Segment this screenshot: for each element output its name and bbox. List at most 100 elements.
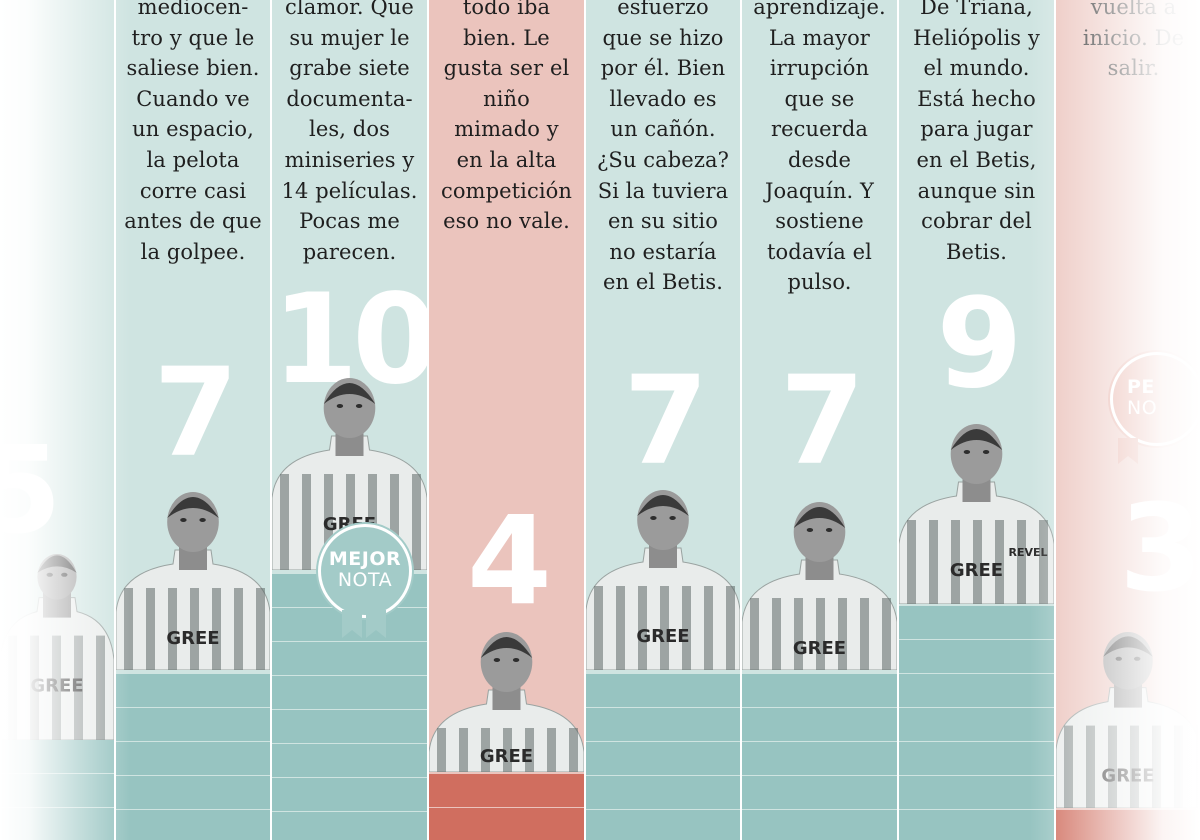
badge-line-1: PE bbox=[1127, 376, 1155, 398]
player-column-0: 5 GREE bbox=[0, 0, 114, 840]
grade-bar-segment bbox=[116, 810, 270, 840]
comment-line: su mujer le bbox=[289, 25, 410, 50]
hair bbox=[167, 497, 219, 518]
grade-bar-segment bbox=[1056, 810, 1200, 840]
grade-bar-segment bbox=[272, 710, 427, 743]
grade-bars bbox=[429, 772, 584, 840]
jersey-sponsor: GREE bbox=[950, 560, 1003, 581]
grade-number: 7 bbox=[623, 350, 709, 492]
jersey-stripe bbox=[280, 474, 289, 570]
grade-bar-segment bbox=[0, 808, 114, 840]
player-photo: GREE bbox=[586, 490, 740, 670]
jersey-stripe bbox=[569, 728, 578, 772]
jersey-stripe bbox=[907, 520, 916, 604]
comment-line: miniseries y bbox=[284, 147, 415, 172]
comment-line: tro y que le bbox=[131, 25, 255, 50]
player-comment: aprendizaje. La mayor irrupción que se recue… bbox=[742, 0, 897, 298]
comment-line: grabe siete bbox=[289, 56, 410, 81]
grade-bar-segment bbox=[116, 742, 270, 775]
jersey-stripe bbox=[212, 588, 221, 670]
jersey-stripe bbox=[1064, 725, 1073, 808]
comment-line: ¿Su cabeza? bbox=[597, 147, 729, 172]
jersey-sponsor: GREE bbox=[30, 676, 83, 697]
comment-line: salir. bbox=[1107, 56, 1160, 81]
comment-line: vuelta a bbox=[1090, 0, 1177, 19]
grade-bars bbox=[586, 672, 740, 840]
comment-line: parecen. bbox=[302, 239, 397, 264]
badge-ribbon bbox=[342, 610, 386, 638]
jersey-stripe bbox=[346, 474, 355, 570]
hair bbox=[950, 429, 1003, 450]
grade-bars bbox=[116, 672, 270, 840]
jersey-stripe bbox=[96, 635, 105, 740]
badge-line-1: MEJOR bbox=[328, 548, 402, 570]
player-column-2: clamor. Que su mujer le grabe siete documen… bbox=[272, 0, 427, 840]
grade-bars bbox=[1056, 808, 1200, 840]
jersey-stripe bbox=[726, 586, 735, 670]
player-column-3: todo iba bien. Le gusta ser el niño mimado y… bbox=[429, 0, 584, 840]
grade-bar-segment bbox=[742, 810, 897, 840]
eye bbox=[355, 404, 363, 408]
comment-line: desde bbox=[787, 147, 852, 172]
comment-line: en la alta bbox=[456, 147, 557, 172]
grade-bar-segment bbox=[899, 776, 1054, 809]
comment-line: Heliópolis y bbox=[913, 25, 1040, 50]
grade-bars bbox=[0, 738, 114, 840]
jersey-stripe bbox=[882, 598, 891, 670]
grade-number: 3 bbox=[1119, 480, 1200, 619]
jersey-stripe bbox=[547, 728, 556, 772]
player-column-4: esfuerzo que se hizo por él. Bien llevado e… bbox=[586, 0, 740, 840]
jersey-stripe bbox=[437, 728, 446, 772]
jersey-stripe bbox=[772, 598, 781, 670]
best-grade-badge: MEJOR NOTA bbox=[318, 524, 412, 618]
grade-bar-segment bbox=[742, 708, 897, 741]
grade-number: 7 bbox=[153, 342, 239, 484]
comment-line: recuerda bbox=[771, 117, 868, 142]
comment-line: De Triana, bbox=[920, 0, 1033, 19]
jersey-stripe bbox=[951, 520, 960, 604]
comment-line: aunque sin bbox=[917, 178, 1036, 203]
eye bbox=[982, 450, 990, 454]
player-comment: De Triana, Heliópolis y el mundo. Está hech… bbox=[899, 0, 1054, 267]
comment-line: no estaría bbox=[609, 239, 717, 264]
grade-bar-segment bbox=[742, 742, 897, 775]
comment-line: Si la tuviera bbox=[597, 178, 729, 203]
jersey-stripe bbox=[660, 586, 669, 670]
comment-line: en su sitio bbox=[608, 209, 718, 234]
grade-bar-segment bbox=[899, 742, 1054, 775]
comment-line: pulso. bbox=[787, 270, 852, 295]
grade-bar-segment bbox=[0, 740, 114, 773]
comment-line: todavía el bbox=[767, 239, 872, 264]
comment-line: por él. Bien bbox=[600, 56, 726, 81]
comment-line: saliese bien. bbox=[126, 56, 260, 81]
comment-line: les, dos bbox=[309, 117, 390, 142]
grade-bar-segment bbox=[586, 776, 740, 809]
jersey-stripe bbox=[124, 588, 133, 670]
comment-line: un espacio, bbox=[132, 117, 254, 142]
comment-line: llevado es bbox=[609, 86, 717, 111]
jersey-stripe bbox=[838, 598, 847, 670]
jersey-stripe bbox=[1086, 725, 1095, 808]
jersey-stripe bbox=[368, 474, 377, 570]
grade-bar-segment bbox=[272, 744, 427, 777]
player-photo: GREE bbox=[429, 632, 584, 772]
jersey-stripe bbox=[682, 586, 691, 670]
comment-line: un cañón. bbox=[610, 117, 716, 142]
eye bbox=[963, 450, 971, 454]
player-photo: GREE bbox=[1056, 632, 1200, 808]
comment-line: clamor. Que bbox=[285, 0, 414, 19]
grade-bar-segment bbox=[742, 776, 897, 809]
comment-line: la pelota bbox=[146, 147, 240, 172]
player-photo: GREE bbox=[0, 554, 114, 740]
jersey-stripe bbox=[1196, 725, 1200, 808]
grade-bar-segment bbox=[586, 810, 740, 840]
eye bbox=[825, 528, 833, 532]
comment-line: mediocen- bbox=[137, 0, 249, 19]
jersey-stripe bbox=[8, 635, 17, 740]
eye bbox=[199, 518, 206, 522]
column-divider bbox=[427, 0, 429, 840]
grade-bar-segment bbox=[899, 810, 1054, 840]
comment-line: en el Betis. bbox=[602, 270, 724, 295]
comment-line: gusta ser el bbox=[443, 56, 570, 81]
